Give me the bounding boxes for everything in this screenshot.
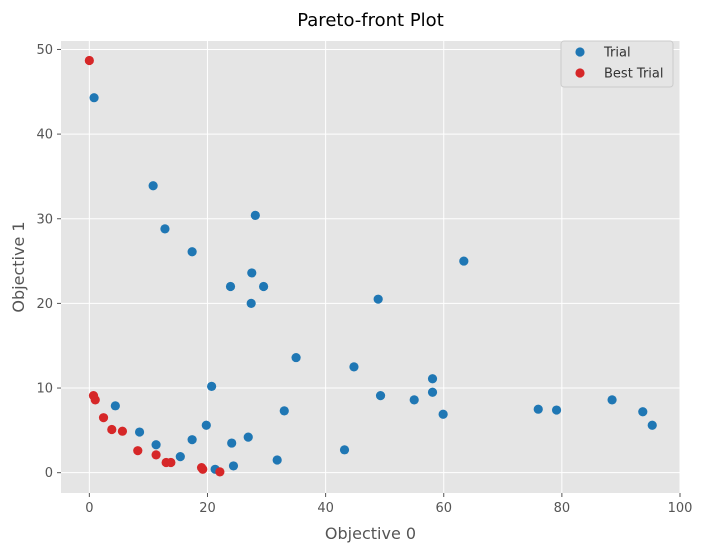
best-trial-point (107, 424, 117, 435)
trial-point (175, 452, 185, 462)
trial-point (279, 406, 289, 416)
trial-point (427, 374, 438, 384)
x-tick-label: 40 (317, 501, 334, 516)
best-trial-point (84, 55, 94, 66)
trial-point (246, 298, 256, 308)
trial-point (228, 461, 239, 471)
trial-point (225, 281, 236, 292)
trial-point (187, 247, 197, 257)
trial-point (459, 256, 469, 266)
y-tick-label: 10 (36, 382, 53, 397)
y-tick-label: 20 (36, 297, 53, 312)
trial-point (250, 210, 260, 220)
trial-point (89, 93, 99, 103)
trial-point (258, 281, 269, 292)
trial-point (110, 401, 120, 411)
legend-marker-trial (575, 47, 585, 57)
y-tick-label: 30 (36, 212, 53, 227)
x-axis-ticks: 0 20 40 60 80 100 (85, 493, 692, 516)
trial-point (134, 427, 145, 437)
trial-point (373, 294, 383, 304)
trial-point (409, 395, 419, 405)
y-tick-label: 40 (36, 128, 53, 143)
trial-point (207, 381, 217, 391)
x-tick-label: 80 (554, 501, 571, 516)
y-tick-label: 50 (36, 43, 53, 58)
trial-point (187, 435, 197, 445)
trial-point (533, 404, 543, 414)
grid-lines (61, 41, 681, 493)
x-axis-label: Objective 0 (325, 524, 416, 543)
legend-marker-best-trial (575, 68, 585, 78)
trial-point (551, 405, 562, 415)
best-trial-point (117, 426, 128, 436)
trial-point (427, 387, 438, 397)
legend-label-best-trial: Best Trial (604, 67, 663, 82)
trial-point (160, 224, 170, 234)
legend-label-trial: Trial (603, 46, 631, 61)
plot-area (61, 41, 680, 493)
trial-point (243, 432, 253, 442)
chart-title: Pareto-front Plot (297, 10, 444, 31)
trial-point (201, 420, 211, 430)
trial-point (638, 407, 648, 417)
trial-point (647, 420, 657, 430)
legend-box (560, 40, 674, 88)
y-tick-label: 0 (45, 466, 53, 481)
trial-point (291, 352, 301, 363)
trial-point (247, 268, 257, 278)
best-trial-point (198, 464, 208, 474)
data-points (84, 55, 657, 477)
best-trial-point (151, 450, 161, 460)
trial-point (272, 455, 282, 465)
best-trial-point (215, 467, 225, 477)
trial-point (349, 362, 359, 372)
y-axis-ticks: 0 10 20 30 40 50 (36, 43, 61, 481)
best-trial-point (133, 446, 143, 456)
trial-point (607, 395, 617, 405)
best-trial-point (90, 395, 100, 405)
y-axis-label: Objective 1 (9, 221, 28, 312)
trial-point (151, 440, 161, 450)
legend: Trial Best Trial (560, 40, 674, 88)
x-tick-label: 60 (435, 501, 452, 516)
x-tick-label: 0 (85, 501, 93, 516)
trial-point (339, 445, 350, 455)
trial-point (227, 438, 237, 448)
trial-point (375, 391, 386, 401)
x-tick-label: 20 (199, 501, 216, 516)
best-trial-point (98, 413, 109, 423)
best-trial-point (166, 457, 176, 468)
trial-point (438, 409, 448, 419)
x-tick-label: 100 (668, 501, 693, 516)
trial-point (148, 181, 158, 191)
